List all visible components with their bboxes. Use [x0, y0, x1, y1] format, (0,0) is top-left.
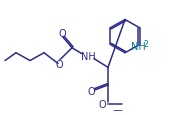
Text: NH: NH — [131, 42, 146, 51]
Text: —: — — [113, 104, 123, 114]
Text: 2: 2 — [143, 40, 148, 49]
Text: NH: NH — [81, 51, 95, 61]
Text: O: O — [87, 86, 95, 96]
Text: O: O — [58, 29, 66, 39]
Text: O: O — [98, 100, 106, 110]
Text: O: O — [55, 60, 63, 70]
